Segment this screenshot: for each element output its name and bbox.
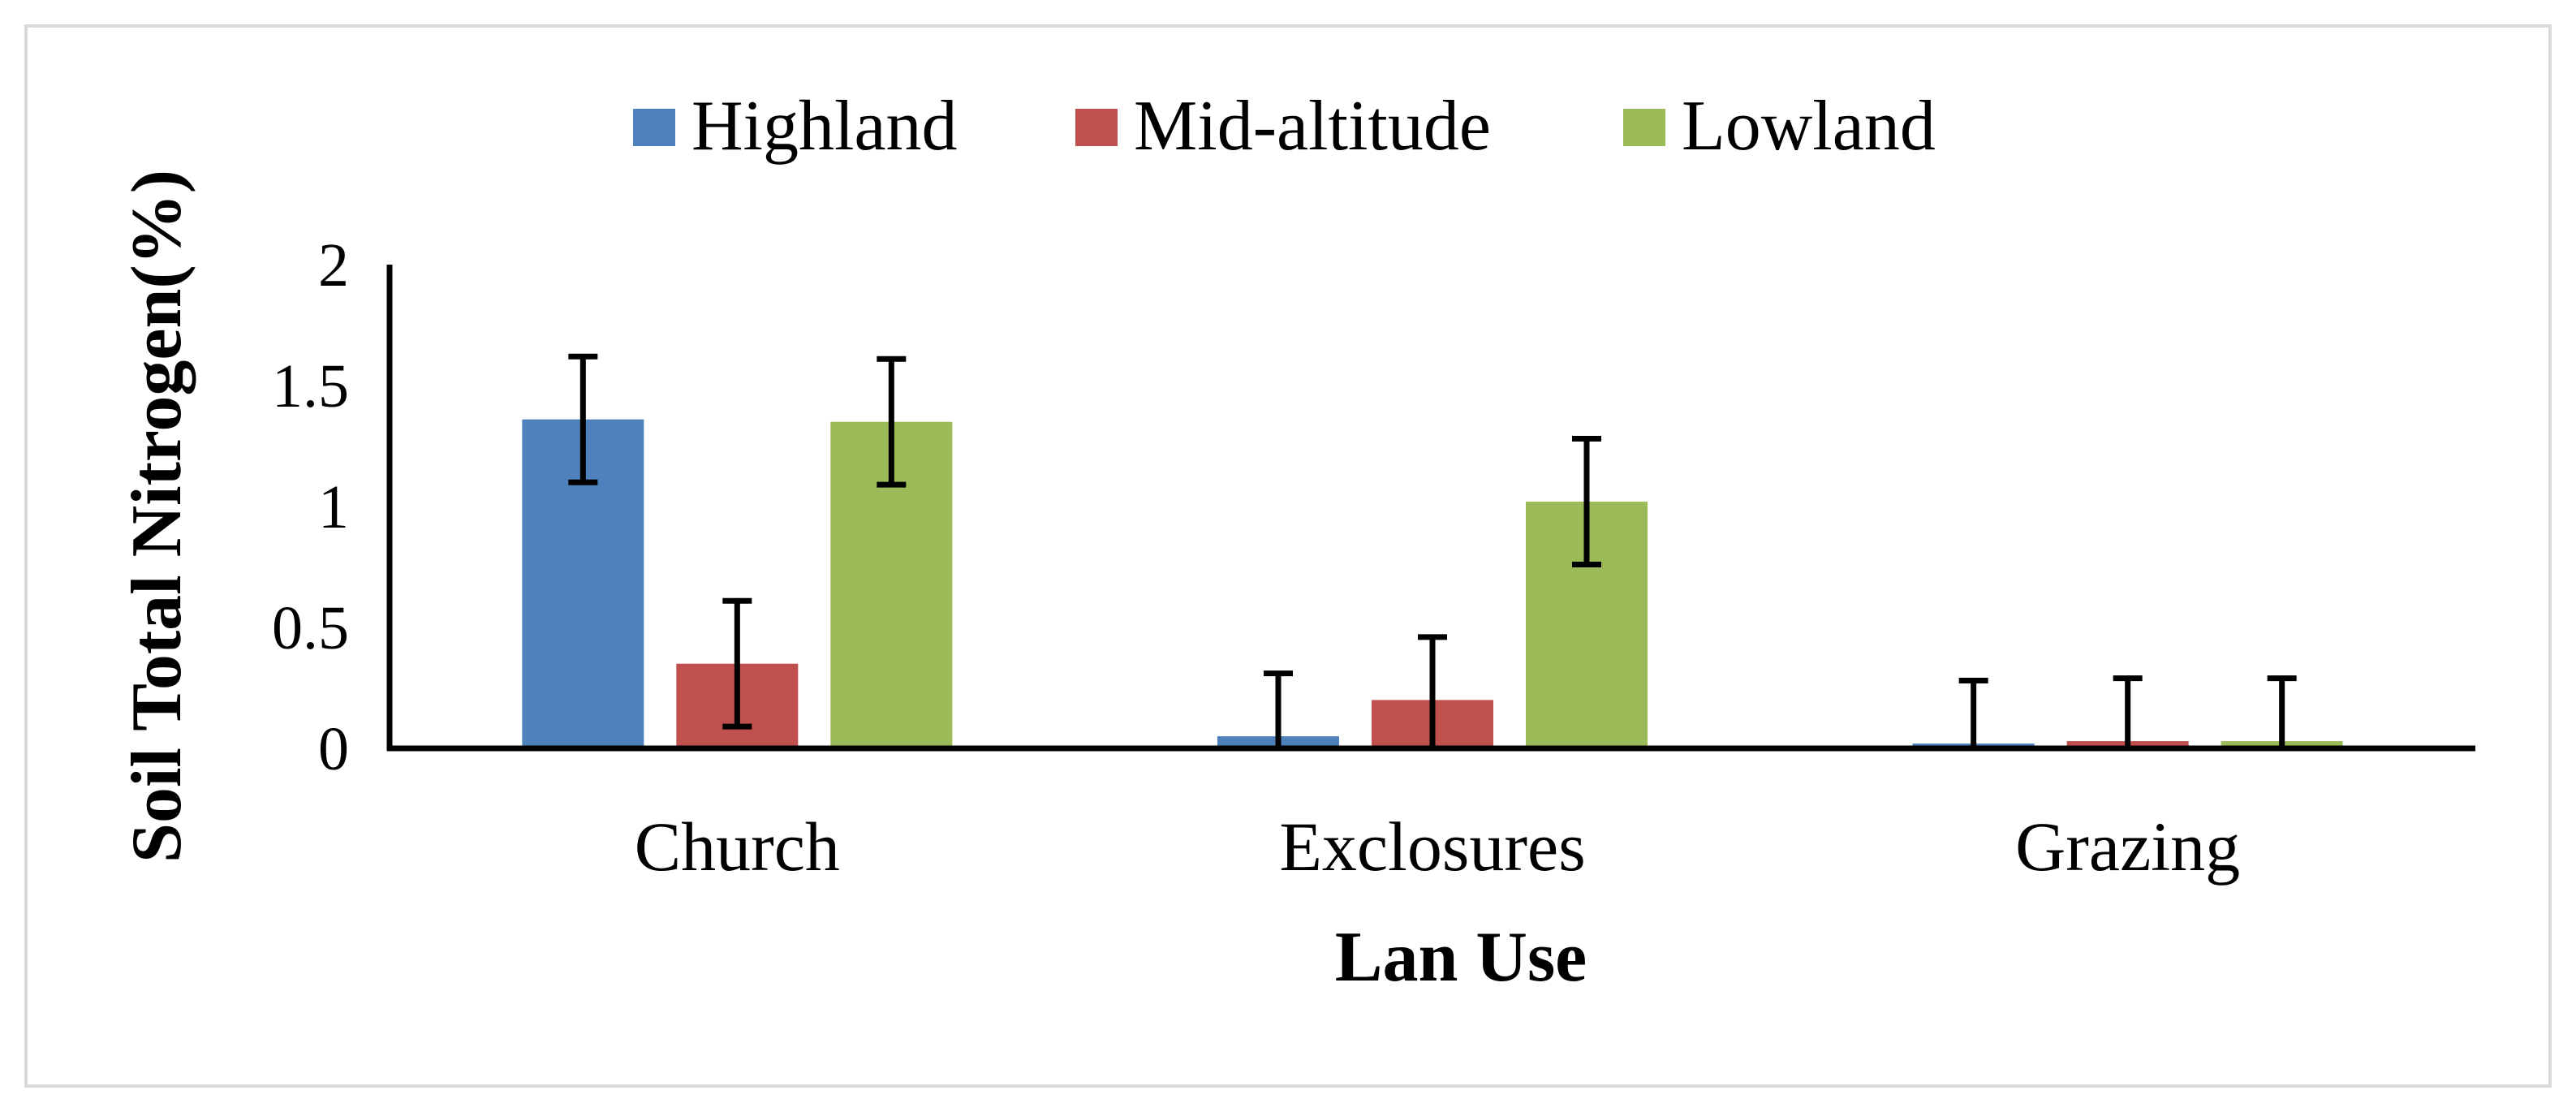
x-tick-label: Exclosures — [1279, 808, 1585, 886]
legend-item-lowland: Lowland — [1623, 87, 1936, 166]
x-axis-title: Lan Use — [1335, 918, 1587, 997]
legend-swatch — [1623, 109, 1665, 146]
legend-item-highland: Highland — [633, 87, 958, 166]
legend-swatch — [1075, 109, 1118, 146]
x-axis-category-labels: Church Exclosures Grazing — [635, 808, 2240, 886]
y-tick-label: 1.5 — [272, 352, 349, 420]
legend-item-mid-altitude: Mid-altitude — [1075, 87, 1491, 166]
y-tick-label: 1 — [318, 473, 349, 541]
error-bar-church-lowland — [877, 356, 907, 488]
y-tick-label: 2 — [318, 231, 349, 300]
legend-label: Lowland — [1682, 87, 1936, 166]
y-tick-label: 0 — [318, 715, 349, 783]
y-tick-label: 0.5 — [272, 594, 349, 662]
legend-swatch — [633, 109, 675, 146]
y-axis-ticks: 0 0.5 1 1.5 2 — [272, 231, 349, 783]
y-axis-title: Soil Total Nitrogen(%) — [118, 170, 196, 863]
x-tick-label: Grazing — [2015, 808, 2240, 886]
axes — [386, 265, 2475, 752]
chart-border — [24, 24, 2552, 1088]
error-bar-church-highland — [568, 353, 598, 485]
x-tick-label: Church — [635, 808, 840, 886]
legend-label: Highland — [691, 87, 958, 166]
legend: Highland Mid-altitude Lowland — [633, 87, 1936, 166]
error-bar-church-mid-altitude — [722, 597, 752, 730]
legend-label: Mid-altitude — [1134, 87, 1491, 166]
error-bar-exclosures-lowland — [1572, 436, 1601, 568]
